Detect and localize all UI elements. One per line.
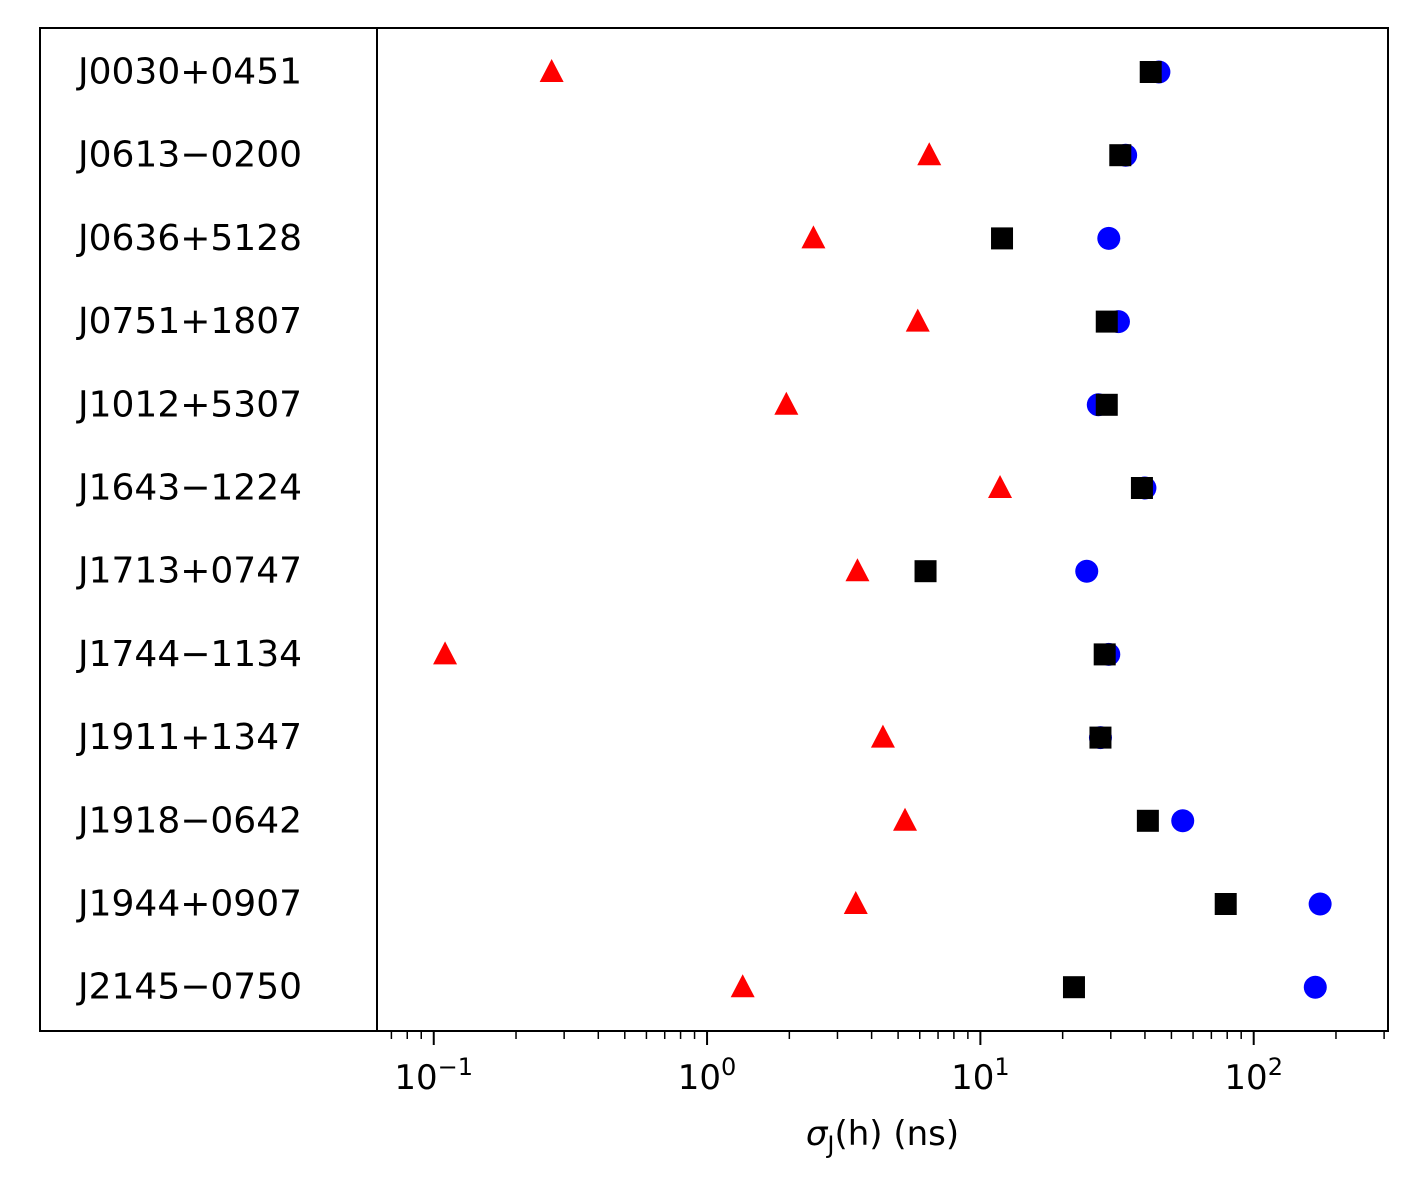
pulsar-label-column: J0030+0451 J0613−0200 J0636+5128 J0751+1807… xyxy=(76,52,302,1008)
triangle-marker xyxy=(988,475,1013,498)
square-marker xyxy=(1062,976,1085,999)
triangle-marker xyxy=(539,59,564,82)
pulsar-label: J0613−0200 xyxy=(76,135,302,176)
circle-marker xyxy=(1171,809,1195,833)
x-tick-label: 101 xyxy=(951,1053,1010,1098)
triangle-marker xyxy=(774,391,799,415)
pulsar-label: J2145−0750 xyxy=(76,967,302,1008)
triangle-marker xyxy=(893,807,918,831)
x-axis-label: σJ(h) (ns) xyxy=(806,1114,959,1159)
axes-frame xyxy=(39,27,1389,1032)
pulsar-label: J1012+5307 xyxy=(76,384,302,425)
square-marker xyxy=(991,227,1014,250)
x-tick-label: 10−1 xyxy=(394,1053,473,1098)
triangle-marker xyxy=(845,558,870,582)
x-tick-label: 102 xyxy=(1224,1053,1283,1098)
pulsar-label: J1713+0747 xyxy=(76,551,302,592)
plot-area xyxy=(433,59,1332,999)
triangle-marker xyxy=(843,891,868,914)
square-marker xyxy=(1093,643,1116,666)
circle-marker xyxy=(1097,226,1121,250)
square-marker xyxy=(1089,726,1112,749)
pulsar-label: J1944+0907 xyxy=(76,884,302,925)
square-marker xyxy=(1136,809,1159,832)
triangle-marker xyxy=(905,308,930,332)
pulsar-label: J1643−1224 xyxy=(76,468,302,509)
triangle-marker xyxy=(870,724,895,748)
square-marker xyxy=(1214,893,1237,915)
square-marker xyxy=(1130,477,1153,499)
pulsar-label: J1911+1347 xyxy=(76,717,302,758)
square-marker xyxy=(1139,61,1162,83)
pulsar-label: J0030+0451 xyxy=(76,52,302,93)
pulsar-label: J0636+5128 xyxy=(76,218,302,259)
square-marker xyxy=(914,560,937,583)
pulsar-label: J1744−1134 xyxy=(76,634,302,675)
x-tick-label: 100 xyxy=(678,1053,737,1098)
x-axis: 10−1 100 101 102 σJ(h) (ns) xyxy=(390,1031,1385,1159)
circle-marker xyxy=(1303,975,1327,999)
pulsar-label: J1918−0642 xyxy=(76,800,302,841)
circle-marker xyxy=(1075,559,1099,583)
circle-marker xyxy=(1308,892,1332,916)
square-marker xyxy=(1109,144,1132,167)
square-marker xyxy=(1095,310,1118,333)
triangle-marker xyxy=(730,974,755,998)
pulsar-label: J0751+1807 xyxy=(76,301,302,342)
square-marker xyxy=(1095,393,1118,416)
triangle-marker xyxy=(433,641,458,665)
triangle-marker xyxy=(917,142,942,166)
triangle-marker xyxy=(801,225,826,249)
